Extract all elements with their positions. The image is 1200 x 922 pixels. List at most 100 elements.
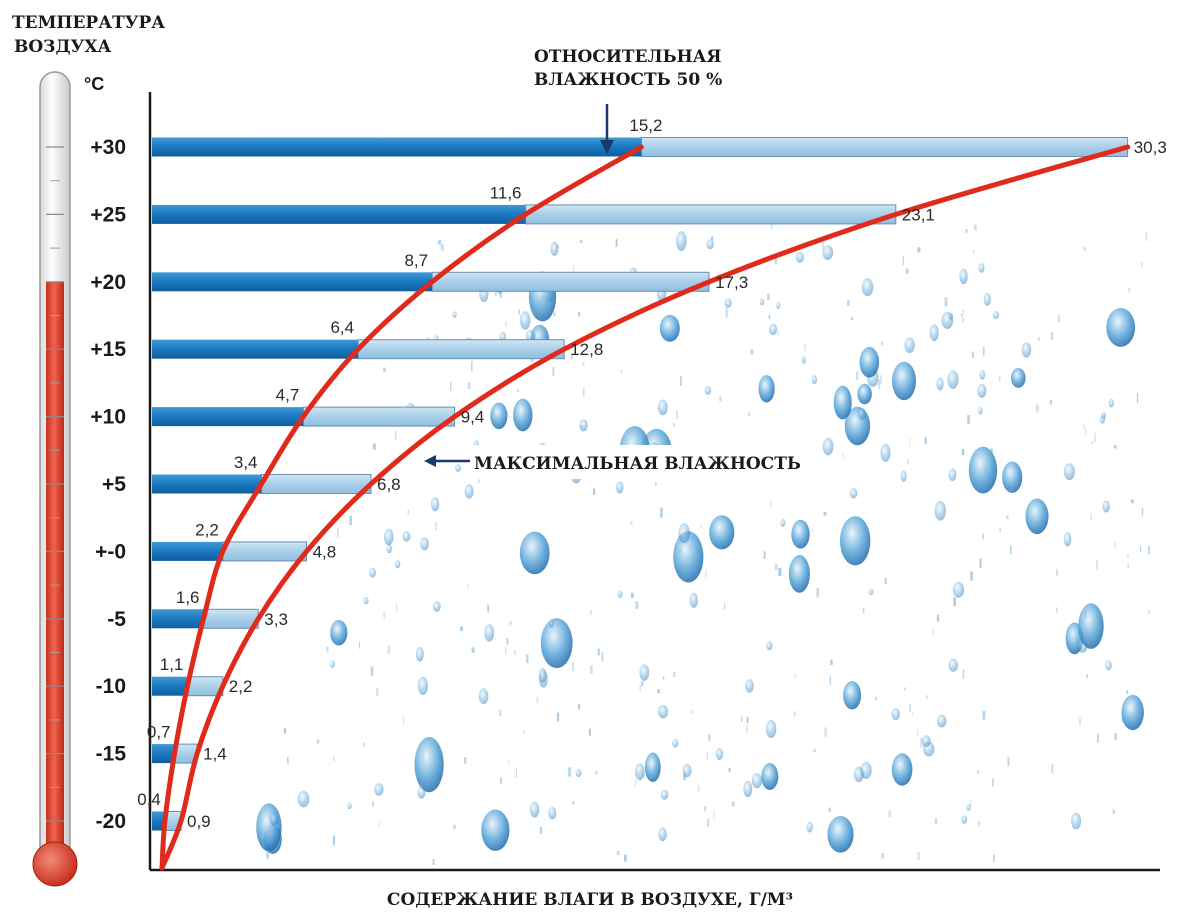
water-streak [1051, 764, 1054, 773]
water-drop [395, 560, 401, 569]
water-streak [590, 665, 593, 674]
water-drop [978, 407, 983, 415]
water-streak [961, 449, 965, 456]
water-streak [1049, 400, 1052, 405]
water-streak [763, 551, 766, 559]
water-streak [1058, 315, 1060, 323]
water-streak [1121, 716, 1125, 723]
water-drop [724, 298, 732, 308]
water-streak [967, 415, 970, 425]
water-streak [577, 703, 581, 710]
water-streak [597, 648, 600, 656]
water-streak [907, 458, 909, 465]
value-label-relative: 0,4 [137, 790, 161, 809]
bar-relative-humidity [152, 339, 359, 359]
value-label-relative: 0,7 [147, 723, 171, 742]
water-streak [746, 716, 749, 724]
bar-relative-humidity [152, 137, 642, 157]
water-streak [578, 311, 581, 317]
water-streak [1096, 559, 1098, 570]
y-tick-label: +25 [90, 203, 126, 226]
water-streak [536, 696, 539, 703]
water-streak [1083, 246, 1087, 251]
bar-max-humidity [640, 137, 1129, 157]
water-streak [372, 443, 376, 450]
water-streak [568, 767, 571, 777]
bar-relative-humidity [152, 272, 433, 292]
water-streak [508, 760, 510, 766]
water-drop [745, 679, 754, 693]
value-labels-layer: 15,2 30,3 11,6 23,1 8,7 17,3 6,4 12,8 4,7 9,4 3,4 6… [137, 116, 1167, 831]
water-streak [1147, 609, 1150, 614]
value-label-max: 9,4 [461, 408, 485, 427]
water-drop [672, 738, 679, 748]
water-streak [615, 239, 618, 247]
curves-layer [159, 144, 1131, 871]
water-streak [533, 334, 536, 344]
water-streak [363, 742, 365, 747]
water-streak [932, 627, 934, 636]
water-streak [407, 510, 409, 515]
water-drop [929, 324, 939, 342]
water-streak [1035, 404, 1039, 413]
water-streak [768, 314, 771, 320]
annotation-relative-humidity-line1: ОТНОСИТЕЛЬНАЯ [534, 47, 722, 67]
water-drop [849, 488, 858, 499]
water-drop [660, 789, 669, 800]
annotation-arrowhead-max [424, 455, 436, 467]
water-drop [363, 596, 369, 605]
water-drop [791, 519, 810, 549]
water-streak [884, 577, 887, 585]
water-streak [623, 854, 627, 862]
water-streak [556, 245, 559, 249]
water-streak [494, 288, 497, 297]
water-drop [983, 292, 991, 306]
water-streak [1114, 733, 1117, 740]
water-drop [827, 816, 854, 853]
water-streak [746, 725, 748, 734]
water-streak [572, 265, 575, 273]
water-streak [909, 437, 911, 447]
water-drop [776, 301, 781, 309]
water-streak [973, 249, 975, 253]
water-streak [1136, 393, 1139, 404]
water-drop [529, 801, 540, 818]
value-label-relative: 2,2 [195, 520, 219, 539]
water-streak [541, 295, 544, 300]
water-drop [709, 515, 735, 550]
water-streak [514, 650, 516, 655]
water-streak [979, 558, 982, 569]
bar-max-humidity [222, 541, 307, 562]
water-streak [515, 768, 518, 778]
water-drop [1105, 660, 1112, 671]
water-streak [705, 569, 707, 578]
water-streak [1141, 507, 1144, 516]
water-streak [679, 549, 682, 553]
value-label-max: 12,8 [570, 340, 603, 359]
water-drop [384, 528, 394, 546]
water-streak [662, 676, 665, 680]
water-streak [999, 528, 1001, 532]
value-label-max: 17,3 [715, 273, 748, 292]
water-drop [806, 821, 813, 833]
water-streak [673, 422, 675, 427]
water-drop [1102, 500, 1110, 513]
water-drop [904, 337, 915, 354]
water-streak [337, 528, 339, 538]
water-drop [892, 361, 916, 401]
water-drop [635, 763, 645, 781]
water-streak [990, 448, 993, 457]
water-drop [269, 813, 279, 826]
value-label-max: 30,3 [1134, 138, 1167, 157]
water-streak [971, 351, 975, 358]
water-streak [703, 806, 707, 812]
water-streak [1083, 424, 1085, 430]
y-tick-label: -5 [107, 608, 126, 631]
water-drop [538, 667, 547, 683]
water-drop [1121, 694, 1144, 731]
water-streak [879, 375, 882, 385]
value-label-relative: 6,4 [330, 318, 354, 337]
water-drop [961, 815, 968, 824]
y-tick-label: +10 [90, 406, 126, 429]
